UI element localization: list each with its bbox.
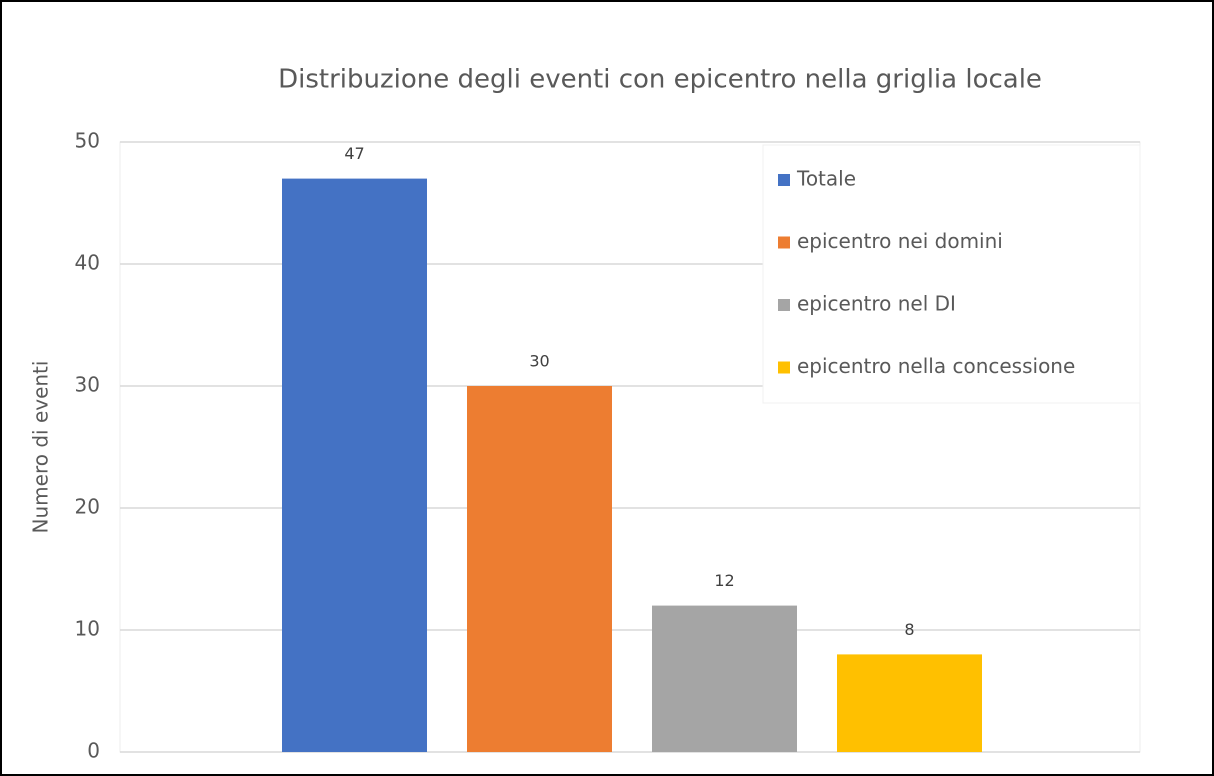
bar <box>652 605 797 752</box>
chart-title: Distribuzione degli eventi con epicentro… <box>278 65 1042 95</box>
bar <box>282 178 427 753</box>
y-tick-label: 0 <box>87 739 100 763</box>
legend-label: Totale <box>796 167 856 191</box>
data-label: 47 <box>344 144 364 163</box>
legend-box <box>762 144 1141 404</box>
bar <box>467 386 612 752</box>
data-label: 8 <box>904 620 914 639</box>
y-tick-label: 20 <box>75 495 100 519</box>
y-tick-label: 30 <box>75 373 100 397</box>
bar <box>837 654 982 752</box>
data-label: 12 <box>714 571 734 590</box>
y-tick-label: 10 <box>75 617 100 641</box>
legend-swatch <box>778 361 790 374</box>
legend-label: epicentro nei domini <box>797 229 1003 253</box>
legend-swatch <box>778 299 790 311</box>
legend-swatch <box>778 236 790 249</box>
y-tick-label: 50 <box>75 129 100 153</box>
y-axis-label: Numero di eventi <box>29 361 53 534</box>
y-tick-label: 40 <box>75 251 100 275</box>
legend-swatch <box>778 174 790 186</box>
legend-label: epicentro nella concessione <box>797 354 1075 378</box>
data-label: 30 <box>529 352 549 371</box>
legend-label: epicentro nel DI <box>797 292 956 316</box>
